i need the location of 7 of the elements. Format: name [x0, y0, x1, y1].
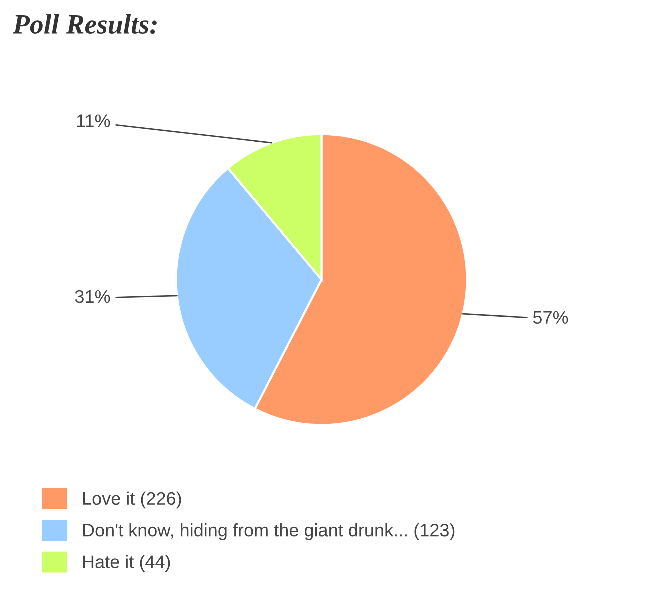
legend-label: Hate it (44) — [83, 555, 170, 572]
data-label: 57% — [533, 311, 568, 324]
data-label: 31% — [75, 290, 110, 304]
chart-title: Poll Results: — [12, 14, 157, 34]
data-label: 11% — [77, 114, 110, 128]
legend-label: Don't know, hiding from the giant drunk... (123) — [83, 524, 455, 540]
legend-label: Love it (226) — [83, 492, 182, 509]
